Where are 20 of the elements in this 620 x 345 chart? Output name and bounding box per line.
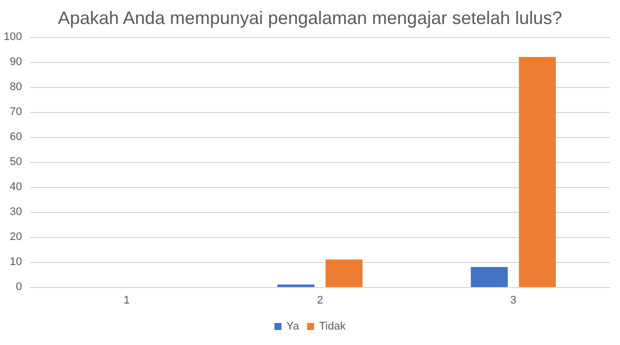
y-tick-label: 20 — [10, 231, 22, 243]
x-tick-label: 3 — [510, 294, 516, 306]
bar — [326, 260, 363, 287]
y-tick-label: 60 — [10, 131, 22, 143]
y-tick-label: 50 — [10, 156, 22, 168]
legend-label: Tidak — [319, 320, 346, 332]
y-tick-label: 90 — [10, 56, 22, 68]
y-tick-label: 10 — [10, 256, 22, 268]
y-tick-label: 80 — [10, 81, 22, 93]
bar — [470, 267, 508, 287]
y-tick-label: 40 — [10, 181, 22, 193]
x-tick-label: 1 — [124, 294, 130, 306]
y-tick-label: 30 — [10, 206, 22, 218]
bar — [518, 57, 556, 287]
y-tick-label: 100 — [4, 31, 22, 43]
y-tick-label: 70 — [10, 106, 22, 118]
y-tick-label: 0 — [16, 281, 22, 293]
chart-title: Apakah Anda mempunyai pengalaman mengajar setelah lulus? — [58, 8, 562, 28]
x-tick-label: 2 — [316, 294, 324, 306]
legend-label: Ya — [286, 320, 300, 332]
